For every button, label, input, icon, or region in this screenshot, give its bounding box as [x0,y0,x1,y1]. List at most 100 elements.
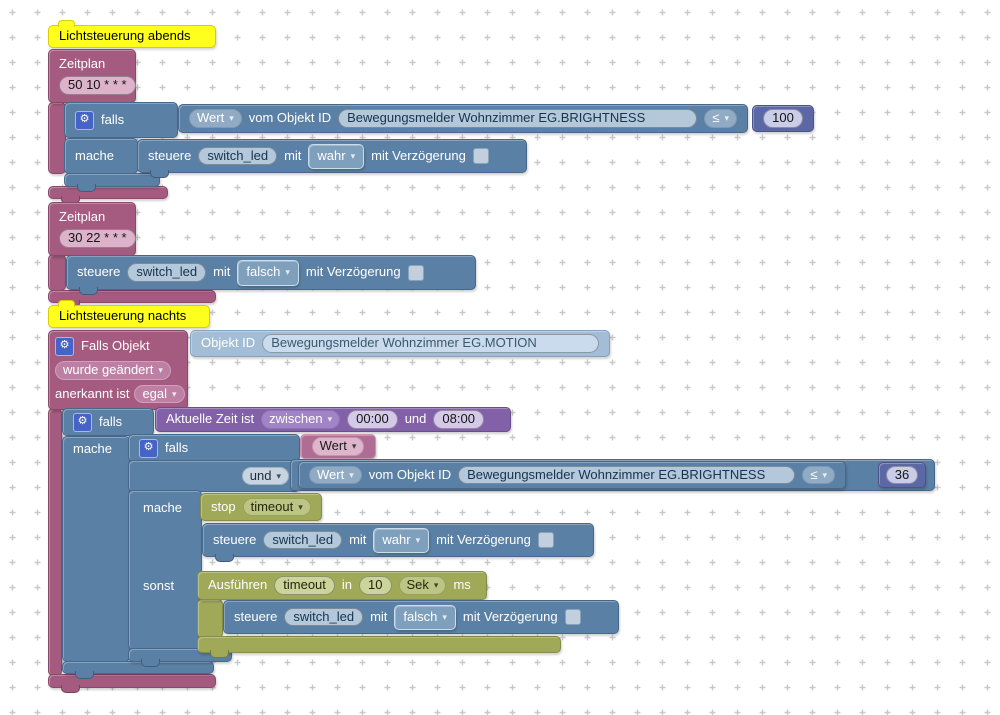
logic-operation-block[interactable]: und ▾ [128,460,300,492]
cron-field[interactable]: 30 22 * * * [59,229,136,248]
delay-unit-dropdown[interactable]: Sek ▾ [398,576,447,595]
change-mode-dropdown[interactable]: wurde geändert ▾ [55,360,171,380]
time-from-field[interactable]: 00:00 [347,410,398,429]
if-block-3-header[interactable]: ⚙ falls [128,434,300,462]
delay-checkbox[interactable] [537,532,554,548]
timer-name-dropdown[interactable]: timeout ▾ [242,497,311,517]
trigger-value-block[interactable]: Wert ▾ [300,434,376,459]
gear-icon[interactable]: ⚙ [55,336,74,356]
stop-label: stop [211,498,236,514]
device-field[interactable]: switch_led [127,263,207,282]
if-block-1-header[interactable]: ⚙ falls [64,102,178,138]
current-time-block[interactable]: Aktuelle Zeit ist zwischen ▾ 00:00 und 0… [155,407,511,432]
trigger-value-dropdown[interactable]: Wert ▾ [311,437,365,456]
schedule-block-2[interactable]: Zeitplan 30 22 * * * [48,202,136,256]
from-object-id-label: vom Objekt ID [248,110,332,126]
boolean-dropdown[interactable]: wahr ▾ [382,531,421,547]
time-to-field[interactable]: 08:00 [433,410,484,429]
delay-checkbox[interactable] [472,148,489,164]
delay-checkbox[interactable] [564,609,581,625]
object-id-block[interactable]: Objekt ID Bewegungsmelder Wohnzimmer EG.… [190,330,610,357]
control-block-3[interactable]: steuere switch_led mit wahr ▾ mit Verzög… [202,523,594,562]
boolean-block-true[interactable]: wahr ▾ [373,527,430,553]
with-label: mit [370,608,388,624]
with-label: mit [284,147,302,163]
ack-dropdown[interactable]: egal ▾ [134,384,185,404]
boolean-block-false[interactable]: falsch ▾ [394,604,456,630]
ack-label: anerkannt ist [55,385,130,401]
if-label: falls [99,413,123,429]
logic-operator-dropdown[interactable]: und ▾ [241,466,289,486]
object-id-field[interactable]: Bewegungsmelder Wohnzimmer EG.MOTION [262,334,599,353]
with-label: mit [349,531,367,547]
cron-field[interactable]: 50 10 * * * [59,76,136,95]
device-field[interactable]: switch_led [263,530,343,550]
dropdown-arrow-icon: ▾ [433,580,439,591]
comment-block-abends[interactable]: Lichtsteuerung abends [48,20,216,48]
comment-block-nachts[interactable]: Lichtsteuerung nachts [48,300,210,328]
control-block-1[interactable]: steuere switch_led mit wahr ▾ mit Verzög… [137,139,527,178]
timeout-block-spine[interactable] [197,599,223,638]
schedule-label: Zeitplan [59,56,106,72]
dropdown-arrow-icon: ▾ [172,388,177,399]
comment-text: Lichtsteuerung abends [59,28,191,44]
if-block-2-bottom[interactable] [62,661,214,679]
schedule-block-1-bottom[interactable] [48,186,168,204]
if-block-2-do-column[interactable]: mache [62,436,130,662]
on-object-block[interactable]: ⚙ Falls Objekt wurde geändert ▾ anerkann… [48,330,188,410]
device-field[interactable]: switch_led [198,146,278,166]
value-type-dropdown[interactable]: Wert ▾ [309,465,362,485]
on-object-block-bottom[interactable] [48,674,216,693]
delay-checkbox[interactable] [407,264,424,281]
delay-field[interactable]: 10 [359,576,392,595]
boolean-block-true[interactable]: wahr ▾ [308,143,365,169]
time-mode-dropdown[interactable]: zwischen ▾ [261,410,341,429]
value-type-dropdown[interactable]: Wert ▾ [189,109,242,128]
timeout-block-bottom[interactable] [197,636,561,658]
number-block-36[interactable]: 36 [878,462,926,488]
control-block-2[interactable]: steuere switch_led mit falsch ▾ mit Verz… [66,255,476,295]
dropdown-arrow-icon: ▾ [349,469,354,480]
do-label: mache [143,500,183,515]
value-compare-block-1[interactable]: Wert ▾ vom Objekt ID Bewegungsmelder Woh… [178,104,748,133]
schedule-block-1[interactable]: Zeitplan 50 10 * * * [48,49,136,103]
next-connector-tab [150,170,169,178]
number-block-100[interactable]: 100 [752,105,814,132]
if-block-3-do-column[interactable]: mache sonst [128,490,202,650]
gear-icon[interactable]: ⚙ [139,438,158,458]
else-label: sonst [143,578,175,593]
and-label: und [404,411,427,427]
schedule-block-2-spine[interactable] [48,254,66,291]
boolean-block-false[interactable]: falsch ▾ [237,259,299,286]
if-block-1-bottom[interactable] [64,173,160,192]
boolean-dropdown[interactable]: falsch ▾ [403,608,447,624]
if-block-1-do-column[interactable]: mache [64,138,138,174]
value-compare-block-2[interactable]: Wert ▾ vom Objekt ID Bewegungsmelder Woh… [298,461,846,489]
dropdown-arrow-icon: ▾ [350,150,356,161]
boolean-dropdown[interactable]: falsch ▾ [246,264,290,280]
execute-label: Ausführen [208,577,268,593]
boolean-dropdown[interactable]: wahr ▾ [317,147,356,163]
operator-dropdown[interactable]: ≤ ▾ [802,465,835,485]
next-connector-tab [215,554,234,562]
dropdown-arrow-icon: ▾ [415,534,421,545]
gear-icon[interactable]: ⚙ [75,110,94,130]
number-field[interactable]: 100 [763,109,803,128]
object-id-field[interactable]: Bewegungsmelder Wohnzimmer EG.BRIGHTNESS [458,465,796,485]
do-label: mache [73,441,113,456]
control-block-4[interactable]: steuere switch_led mit falsch ▾ mit Verz… [223,600,619,634]
object-id-field[interactable]: Bewegungsmelder Wohnzimmer EG.BRIGHTNESS [338,109,698,128]
stop-timeout-block[interactable]: stop timeout ▾ [200,493,322,521]
on-object-block-spine[interactable] [48,408,62,676]
if-block-2-header[interactable]: ⚙ falls [62,408,154,436]
timer-name-field[interactable]: timeout [274,576,335,595]
device-field[interactable]: switch_led [284,607,364,627]
operator-dropdown[interactable]: ≤ ▾ [704,109,737,128]
if-label: falls [165,439,189,455]
number-field[interactable]: 36 [885,465,919,485]
timeout-block-header[interactable]: Ausführen timeout in 10 Sek ▾ ms [197,571,487,600]
with-label: mit [213,264,231,280]
gear-icon[interactable]: ⚙ [73,412,92,432]
dropdown-arrow-icon: ▾ [442,611,447,622]
